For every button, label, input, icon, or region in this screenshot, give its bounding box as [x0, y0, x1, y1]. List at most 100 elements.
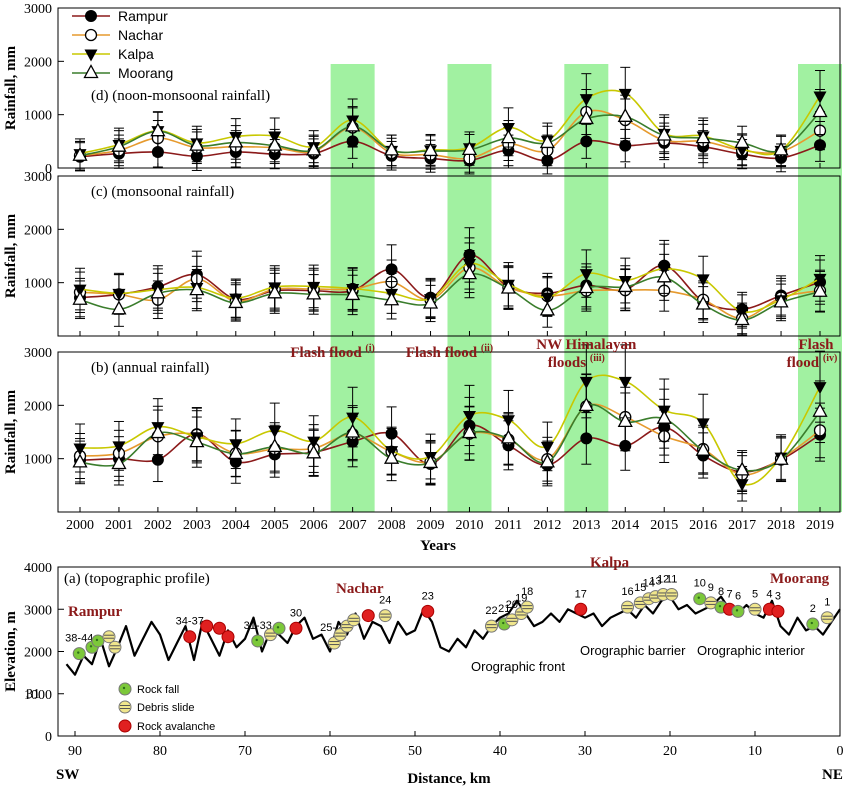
point-moorang: [812, 282, 828, 297]
x-tick-label: 2004: [222, 518, 250, 533]
event-number: 17: [575, 588, 587, 600]
point-moorang: [461, 424, 478, 439]
site-label-nachar: Nachar: [336, 581, 384, 597]
event-debris: [520, 600, 534, 614]
point-moorang: [656, 126, 672, 141]
y-axis-label: Rainfall, mm: [3, 45, 19, 130]
x-tick-label: 2007: [339, 518, 367, 533]
event-debris: [378, 609, 392, 623]
event-aval: [771, 604, 785, 618]
legend-marker-debris: [118, 700, 132, 714]
x-tick-label: 2008: [378, 518, 406, 533]
event-debris: [333, 628, 347, 642]
x-tick-label: 2001: [105, 518, 133, 533]
y-axis-label: Rainfall, mm: [3, 213, 19, 298]
event-number: 10: [694, 578, 706, 590]
event-rock: [693, 592, 707, 606]
point-moorang: [422, 142, 439, 157]
point-moorang: [306, 444, 322, 459]
event-number: 8: [718, 586, 724, 598]
event-debris: [485, 619, 498, 633]
point-moorang: [72, 290, 88, 305]
x-tick-label: 2002: [144, 518, 172, 533]
legend-label-kalpa: Kalpa: [118, 46, 154, 62]
event-rock-dot: [735, 609, 739, 612]
x-tick-label: 50: [408, 744, 422, 759]
panel-title: (a) (topographic profile): [64, 571, 210, 587]
event-rock-dot: [276, 626, 280, 629]
event-rock: [72, 647, 86, 661]
event-rock-dot: [697, 596, 700, 599]
x-tick-label: 90: [68, 744, 82, 759]
event-rock-dot: [77, 651, 80, 654]
point-moorang: [345, 286, 361, 301]
event-debris: [347, 613, 361, 627]
event-number: 13: [649, 576, 661, 588]
legend-label-nachar: Nachar: [118, 27, 163, 43]
point-moorang: [189, 281, 205, 296]
point-moorang: [72, 453, 88, 468]
zone-label: Orographic front: [471, 659, 565, 674]
legend-marker-aval: [118, 719, 132, 733]
legend-label-debris: Debris slide: [137, 702, 194, 714]
event-number: 12: [657, 573, 669, 585]
point-moorang: [578, 397, 594, 412]
sw-label: SW: [56, 767, 79, 783]
y-tick-label: 1000: [24, 688, 52, 703]
point-kalpa: [696, 418, 710, 431]
event-aval: [221, 630, 235, 644]
rainfall-panels: 0 1000 2000 3000 Rainfall, mm (d) (noon-monso…: [3, 2, 841, 533]
x-tick-label: 70: [238, 744, 252, 759]
legend-label-rampur: Rampur: [118, 8, 168, 24]
flood-label-2010: Flash flood (ii): [406, 343, 493, 361]
event-aval: [183, 630, 197, 644]
event-number: 20: [506, 599, 518, 611]
point-moorang: [695, 441, 711, 456]
x-tick-label: 2006: [300, 518, 328, 533]
point-moorang: [617, 107, 633, 122]
point-moorang: [189, 136, 205, 151]
point-moorang: [773, 141, 789, 156]
x-tick-label: 2000: [66, 518, 94, 533]
event-debris: [108, 640, 122, 654]
event-aval: [574, 602, 588, 616]
event-number: 22: [485, 605, 497, 617]
event-debris: [748, 602, 762, 616]
x-tick-label: 60: [323, 744, 337, 759]
point-moorang: [812, 103, 828, 118]
point-moorang: [345, 117, 361, 132]
legend-marker-kalpa: [84, 49, 98, 62]
point-moorang: [734, 311, 750, 326]
event-number: 4: [766, 588, 772, 600]
legend-marker-moorang: [83, 64, 99, 79]
event-debris: [820, 611, 834, 625]
y-axis-label: Elevation, m: [3, 611, 19, 692]
site-label-kalpa: Kalpa: [590, 555, 630, 571]
legend-label-moorang: Moorang: [118, 65, 173, 81]
point-moorang: [72, 146, 88, 161]
event-rock-dot: [255, 638, 258, 642]
point-moorang: [267, 136, 283, 151]
point-moorang: [422, 294, 439, 309]
event-number: 7: [726, 588, 732, 600]
point-moorang: [306, 141, 322, 156]
legend-label-rock: Rock fall: [137, 684, 179, 696]
point-moorang: [267, 284, 283, 299]
event-number: 24: [379, 595, 391, 607]
x-tick-label: 2014: [611, 518, 639, 533]
point-moorang: [773, 293, 789, 308]
zone-label: Orographic barrier: [580, 643, 686, 658]
y-tick-label: 3000: [24, 603, 52, 618]
point-moorang: [228, 133, 244, 148]
x-tick-label: 2016: [689, 518, 717, 533]
point-moorang: [539, 134, 555, 149]
y-tick-label: 2000: [24, 399, 52, 414]
x-tick-label: 2017: [728, 518, 756, 533]
point-moorang: [734, 134, 750, 149]
point-moorang: [812, 402, 828, 417]
point-moorang: [773, 450, 789, 465]
event-rock-dot: [89, 645, 93, 648]
event-number: 18: [521, 586, 533, 598]
panel-title: (c) (monsoonal rainfall): [91, 184, 234, 200]
